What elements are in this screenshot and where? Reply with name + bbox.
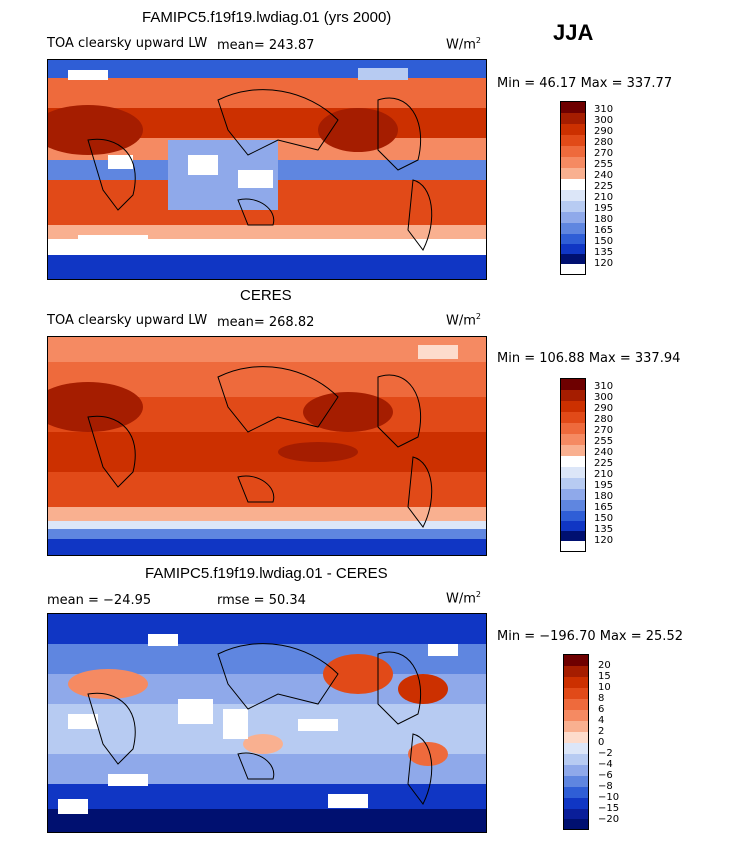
- panel2-subtitle: TOA clearsky upward LW: [47, 313, 208, 328]
- panel2-map-field: [48, 337, 486, 555]
- colorbar-tick: 300: [594, 392, 614, 403]
- colorbar-tick: 255: [594, 159, 614, 170]
- colorbar-tick: 20: [598, 660, 611, 671]
- colorbar-tick: 210: [594, 192, 614, 203]
- colorbar-tick: 280: [594, 414, 614, 425]
- colorbar-tick: 15: [598, 671, 611, 682]
- colorbar-tick: −20: [598, 814, 620, 825]
- panel3-colorbar: [563, 654, 589, 830]
- colorbar-tick: −8: [598, 781, 613, 792]
- colorbar-tick: 210: [594, 469, 614, 480]
- panel1-colorbar: [560, 101, 586, 275]
- colorbar-tick: 135: [594, 524, 614, 535]
- colorbar-tick: 270: [594, 425, 614, 436]
- panel2-colorbar: [560, 378, 586, 552]
- panel3-minmax: Min = −196.70 Max = 25.52: [497, 629, 683, 644]
- panel1-map: [47, 59, 487, 280]
- colorbar-tick: 310: [594, 104, 614, 115]
- colorbar-tick: 120: [594, 535, 614, 546]
- panel2-map: [47, 336, 487, 556]
- colorbar-tick: 225: [594, 181, 614, 192]
- colorbar-tick: 150: [594, 513, 614, 524]
- colorbar-tick: 150: [594, 236, 614, 247]
- colorbar-tick: 270: [594, 148, 614, 159]
- colorbar-tick: 280: [594, 137, 614, 148]
- season-label: JJA: [553, 20, 594, 45]
- colorbar-tick: 135: [594, 247, 614, 258]
- colorbar-tick: −10: [598, 792, 620, 803]
- colorbar-tick: −6: [598, 770, 613, 781]
- colorbar-tick: 8: [598, 693, 605, 704]
- panel3-map-field: [48, 614, 486, 832]
- panel3-title: FAMIPC5.f19f19.lwdiag.01 - CERES: [145, 565, 388, 582]
- colorbar-tick: 165: [594, 502, 614, 513]
- colorbar-tick: 240: [594, 447, 614, 458]
- colorbar-tick: 0: [598, 737, 605, 748]
- colorbar-tick: 2: [598, 726, 605, 737]
- panel2-title: CERES: [240, 287, 292, 304]
- colorbar-tick: 300: [594, 115, 614, 126]
- panel1-title: FAMIPC5.f19f19.lwdiag.01 (yrs 2000): [142, 9, 392, 26]
- colorbar-tick: 180: [594, 491, 614, 502]
- colorbar-tick: −2: [598, 748, 613, 759]
- colorbar-tick: 4: [598, 715, 605, 726]
- colorbar-tick: −4: [598, 759, 613, 770]
- panel3-rmse: rmse = 50.34: [217, 593, 306, 608]
- panel1-units: W/m2: [446, 36, 481, 53]
- panel1-minmax: Min = 46.17 Max = 337.77: [497, 76, 673, 91]
- colorbar-tick: 255: [594, 436, 614, 447]
- panel1-mean: mean= 243.87: [217, 38, 315, 53]
- panel1-subtitle: TOA clearsky upward LW: [47, 36, 208, 51]
- colorbar-tick: 290: [594, 126, 614, 137]
- colorbar-tick: 165: [594, 225, 614, 236]
- colorbar-tick: 120: [594, 258, 614, 269]
- colorbar-tick: 225: [594, 458, 614, 469]
- colorbar-tick: 6: [598, 704, 605, 715]
- colorbar-tick: 310: [594, 381, 614, 392]
- colorbar-tick: 240: [594, 170, 614, 181]
- colorbar-tick: −15: [598, 803, 620, 814]
- colorbar-tick: 290: [594, 403, 614, 414]
- colorbar-tick: 180: [594, 214, 614, 225]
- colorbar-tick: 195: [594, 203, 614, 214]
- colorbar-tick: 10: [598, 682, 611, 693]
- panel3-units: W/m2: [446, 590, 481, 607]
- panel3-mean: mean = −24.95: [47, 593, 152, 608]
- panel2-minmax: Min = 106.88 Max = 337.94: [497, 351, 681, 366]
- panel3-map: [47, 613, 487, 833]
- panel2-units: W/m2: [446, 312, 481, 329]
- colorbar-tick: 195: [594, 480, 614, 491]
- panel2-mean: mean= 268.82: [217, 315, 315, 330]
- panel1-map-field: [48, 60, 486, 279]
